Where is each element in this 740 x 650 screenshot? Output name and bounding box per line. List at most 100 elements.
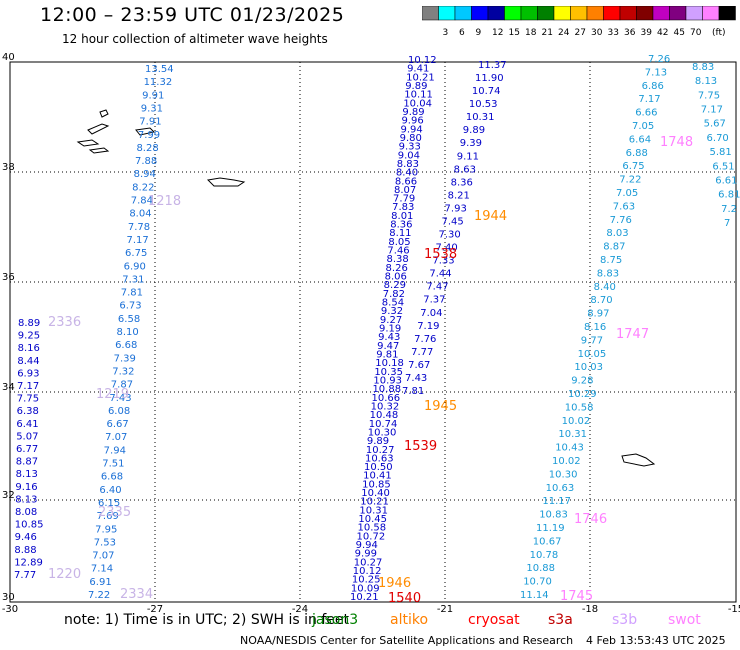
wave-height-label: 6.75: [125, 248, 147, 259]
wave-height-label: 7.17: [17, 381, 39, 392]
wave-height-label: 10.27: [354, 557, 383, 568]
legend-tick-label: 6: [459, 28, 465, 38]
wave-height-label: 7.75: [17, 394, 39, 405]
wave-height-label: 8.08: [15, 507, 37, 518]
wave-height-label: 10.88: [526, 563, 555, 574]
wave-height-label: 5.67: [704, 119, 726, 130]
wave-height-label: 9.33: [399, 142, 421, 153]
wave-height-label: 7.81: [402, 386, 424, 397]
wave-height-label: 8.97: [587, 309, 609, 320]
wave-height-label: 6.73: [119, 301, 141, 312]
wave-height-label: 8.94: [134, 169, 156, 180]
wave-height-label: 10.30: [549, 469, 578, 480]
wave-height-label: 9.77: [581, 335, 603, 346]
wave-height-label: 7.17: [701, 105, 723, 116]
wave-height-label: 8.05: [388, 237, 410, 248]
wave-height-label: 9.46: [15, 532, 37, 543]
wave-height-label: 10.32: [371, 401, 400, 412]
wave-height-label: 10.25: [352, 575, 381, 586]
wave-height-label: 10.31: [558, 429, 587, 440]
wave-height-label: 11.32: [144, 77, 173, 88]
wave-height-label: 7.17: [638, 94, 660, 105]
x-tick-label: -15: [728, 604, 740, 615]
wave-height-label: 7.26: [648, 54, 670, 65]
wave-height-label: 8.21: [448, 190, 470, 201]
wave-height-label: 8.16: [18, 343, 40, 354]
wave-height-label: 8.89: [18, 318, 40, 329]
wave-height-label: 8.83: [692, 62, 714, 73]
wave-height-label: 7.31: [122, 274, 144, 285]
wave-height-label: 9.27: [380, 315, 402, 326]
pass-time-label: 1538: [424, 247, 457, 262]
pass-time-label: 1748: [660, 135, 693, 150]
wave-height-label: 7.19: [417, 321, 439, 332]
wave-height-label: 7.43: [109, 393, 131, 404]
wave-height-label: 8.11: [389, 228, 411, 239]
legend-tick-label: 9: [476, 28, 482, 38]
wave-height-label: 10.67: [533, 536, 562, 547]
wave-height-label: 11.90: [475, 73, 504, 84]
wave-height-label: 10.78: [530, 550, 559, 561]
wave-height-label: 8.70: [590, 295, 612, 306]
wave-height-label: 7.79: [393, 194, 415, 205]
wave-height-label: 10.09: [351, 583, 380, 594]
pass-time-label: 2336: [48, 315, 81, 330]
color-scale-legend: 3 6 9 12 15 18 21 24 27 30 33 36 39 42 45 70 (ft): [422, 6, 736, 38]
wave-height-label: 7.76: [610, 215, 632, 226]
wave-height-label: 6.51: [712, 161, 734, 172]
y-tick-label: 38: [2, 162, 15, 173]
wave-height-label: 6.66: [635, 108, 657, 119]
wave-height-label: 8.40: [396, 168, 418, 179]
satellite-swot: swot: [668, 612, 701, 628]
satellite-s3b: s3b: [612, 612, 638, 628]
wave-height-label: 10.85: [15, 520, 44, 531]
y-tick-label: 32: [2, 490, 15, 501]
wave-height-label: 10.04: [403, 98, 432, 109]
wave-height-label: 10.74: [369, 419, 398, 430]
wave-height-label: 7.13: [645, 67, 667, 78]
wave-height-label: 8.13: [16, 469, 38, 480]
legend-tick-label: 70: [690, 28, 702, 38]
wave-height-label: 7.43: [405, 373, 427, 384]
pass-time-label: 1539: [404, 439, 437, 454]
wave-height-label: 10.40: [361, 488, 390, 499]
wave-height-label: 6.67: [107, 419, 129, 430]
wave-height-label: 7.78: [128, 222, 150, 233]
wave-height-label: 7.05: [632, 121, 654, 132]
wave-height-label: 10.02: [562, 416, 591, 427]
wave-height-label: 6.08: [108, 406, 130, 417]
wave-height-label: 7.39: [114, 353, 136, 364]
legend-tick-label: 30: [591, 28, 603, 38]
wave-height-label: 7.88: [135, 156, 157, 167]
wave-height-label: 8.13: [15, 494, 37, 505]
wave-height-label: 7.91: [139, 117, 161, 128]
pass-time-label: 1944: [474, 209, 507, 224]
wave-height-label: 12.89: [14, 557, 43, 568]
coastline: [76, 139, 100, 147]
legend-tick-label: 18: [525, 28, 537, 38]
wave-height-label: 8.10: [117, 327, 139, 338]
wave-height-label: 9.39: [460, 138, 482, 149]
wave-height-label: 8.40: [594, 282, 616, 293]
coastline: [87, 123, 110, 135]
wave-height-label: 10.50: [364, 462, 393, 473]
wave-height-label: 10.30: [368, 427, 397, 438]
wave-height-label: 10.21: [350, 592, 379, 603]
wave-height-label: 7.94: [104, 445, 126, 456]
wave-height-label: 5.07: [16, 431, 38, 442]
wave-height-label: 9.16: [15, 482, 37, 493]
wave-height-label: 6.70: [707, 133, 729, 144]
wave-height-label: 7.22: [88, 590, 110, 601]
wave-height-label: 7.45: [442, 216, 464, 227]
wave-height-label: 11.37: [478, 60, 507, 71]
wave-height-label: 9.94: [356, 540, 378, 551]
legend-tick-label: 12: [492, 28, 503, 38]
satellite-s3a: s3a: [548, 612, 573, 628]
satellite-cryosat: cryosat: [468, 612, 520, 628]
wave-height-label: 7.37: [423, 295, 445, 306]
wave-height-label: 7.99: [138, 130, 160, 141]
pass-time-label: 1220: [48, 567, 81, 582]
wave-height-label: 10.58: [565, 402, 594, 413]
wave-height-label: 7: [724, 218, 730, 229]
